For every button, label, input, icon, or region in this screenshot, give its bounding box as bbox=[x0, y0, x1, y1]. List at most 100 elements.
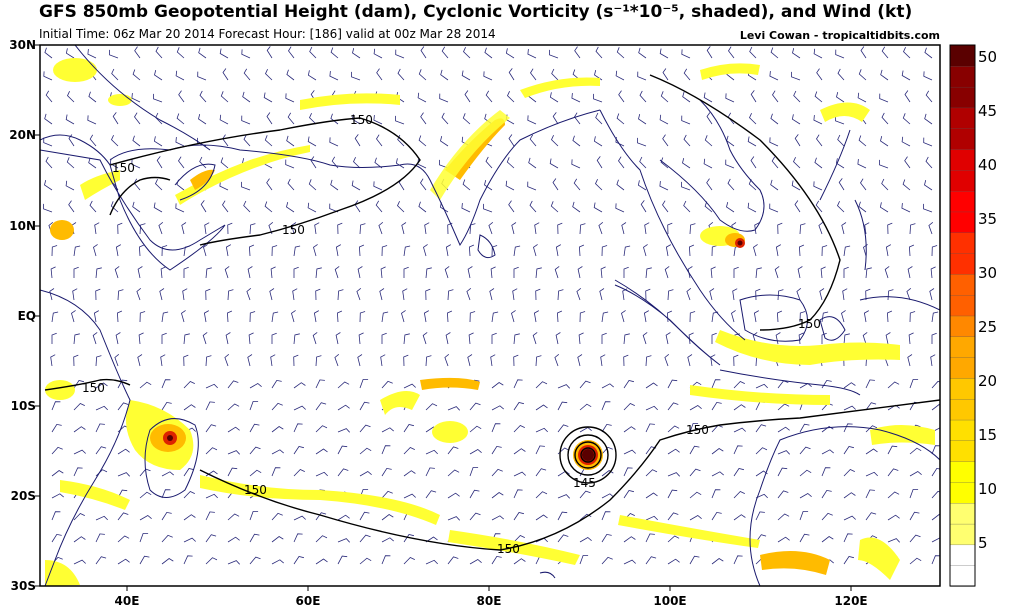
wind-barb bbox=[887, 445, 898, 455]
wind-barb bbox=[821, 512, 833, 521]
wind-barb bbox=[378, 221, 384, 235]
wind-barb bbox=[579, 537, 592, 543]
wind-barb bbox=[51, 470, 64, 477]
wind-barb bbox=[750, 156, 757, 169]
wind-barb bbox=[469, 489, 480, 499]
vort-patch bbox=[858, 537, 900, 580]
vort-patch bbox=[45, 560, 80, 586]
wind-barb bbox=[315, 558, 328, 565]
wind-barb bbox=[557, 222, 563, 235]
wind-barb bbox=[703, 92, 713, 103]
wind-barb bbox=[527, 49, 537, 59]
wind-barb bbox=[447, 556, 459, 565]
wind-barb bbox=[777, 222, 783, 235]
colorbar-label: 50 bbox=[978, 48, 998, 66]
wind-barb bbox=[204, 222, 210, 235]
wind-barb bbox=[820, 266, 826, 279]
wind-barb bbox=[469, 559, 482, 565]
wind-barb bbox=[225, 332, 231, 345]
wind-barb bbox=[469, 449, 482, 455]
wind-barb bbox=[117, 472, 130, 477]
wind-barb bbox=[642, 332, 648, 345]
wind-barb bbox=[774, 266, 780, 279]
wind-barb bbox=[337, 445, 348, 455]
wind-barb bbox=[205, 557, 218, 565]
wind-barb bbox=[689, 555, 700, 565]
wind-barb bbox=[909, 534, 921, 543]
wind-barb bbox=[488, 221, 494, 235]
wind-barb bbox=[73, 426, 86, 433]
wind-barb bbox=[601, 423, 612, 433]
wind-barb bbox=[137, 354, 143, 367]
wind-barb bbox=[837, 201, 845, 213]
wind-barb bbox=[601, 332, 607, 344]
wind-barb bbox=[447, 289, 454, 301]
wind-barb bbox=[835, 115, 845, 125]
wind-barb bbox=[865, 402, 877, 411]
wind-barb bbox=[485, 156, 493, 169]
wind-barb bbox=[490, 354, 496, 367]
colorbar-segment bbox=[949, 86, 976, 109]
wind-barb bbox=[551, 68, 559, 81]
wind-barb bbox=[821, 332, 827, 344]
wind-barb bbox=[227, 560, 240, 565]
wind-barb bbox=[139, 311, 146, 323]
wind-barb bbox=[312, 332, 318, 345]
wind-barb bbox=[533, 244, 538, 257]
wind-barb bbox=[440, 69, 449, 81]
wind-barb bbox=[373, 181, 383, 191]
wind-barb bbox=[513, 448, 526, 455]
wind-barb bbox=[359, 447, 372, 455]
wind-barb bbox=[95, 446, 107, 455]
wind-barb bbox=[532, 332, 538, 345]
wind-barb bbox=[909, 557, 922, 565]
wind-barb bbox=[139, 533, 149, 543]
wind-barb bbox=[176, 47, 185, 59]
wind-barb bbox=[881, 178, 889, 191]
wind-barb bbox=[879, 93, 889, 103]
wind-barb bbox=[667, 448, 680, 455]
wind-barb bbox=[799, 533, 810, 543]
wind-barb bbox=[44, 47, 53, 59]
wind-barb bbox=[907, 354, 913, 367]
wind-barb bbox=[637, 71, 647, 81]
wind-barb bbox=[529, 200, 537, 213]
wind-barb bbox=[137, 266, 143, 279]
wind-barb bbox=[313, 244, 318, 257]
wind-barb bbox=[287, 112, 295, 125]
wind-barb bbox=[749, 46, 757, 59]
wind-barb bbox=[117, 448, 130, 455]
lat-label-20s: 20S bbox=[10, 489, 36, 503]
colorbar bbox=[949, 44, 976, 587]
wind-barb bbox=[114, 353, 120, 367]
wind-barb bbox=[755, 534, 767, 543]
wind-barb bbox=[483, 203, 493, 213]
colorbar-segment bbox=[949, 44, 976, 67]
wind-barb bbox=[621, 310, 626, 323]
wind-barb bbox=[73, 513, 85, 521]
vort-band bbox=[300, 93, 400, 110]
wind-barb bbox=[579, 490, 591, 499]
colorbar-label: 40 bbox=[978, 156, 998, 174]
wind-barb bbox=[73, 403, 85, 411]
wind-barb bbox=[205, 511, 215, 521]
wind-barb bbox=[247, 354, 253, 367]
wind-barb bbox=[156, 156, 163, 169]
wind-barb bbox=[528, 157, 537, 169]
wind-barb bbox=[376, 68, 383, 81]
wind-barb bbox=[93, 244, 98, 257]
wind-barb bbox=[43, 71, 53, 81]
wind-barb bbox=[403, 557, 415, 565]
wind-barb bbox=[909, 489, 919, 499]
wind-barb bbox=[373, 48, 383, 59]
wind-barb bbox=[161, 471, 174, 477]
wind-barb bbox=[725, 93, 735, 103]
wind-barb bbox=[732, 288, 738, 301]
wind-barb bbox=[266, 46, 273, 59]
wind-barb bbox=[315, 288, 321, 301]
wind-barb bbox=[552, 178, 559, 191]
wind-barb bbox=[777, 289, 784, 301]
wind-barb bbox=[711, 471, 724, 477]
colorbar-label: 10 bbox=[978, 480, 998, 498]
wind-barb bbox=[356, 287, 362, 301]
